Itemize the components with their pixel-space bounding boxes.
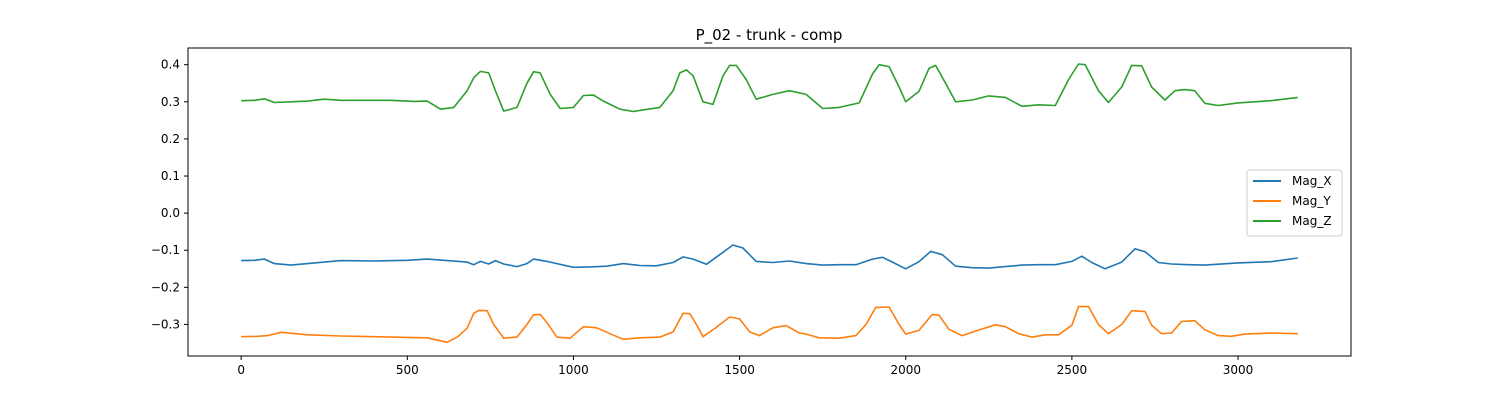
x-axis: 0 500 1000 1500 2000 2500 3000 — [237, 356, 1253, 377]
axes-frame — [187, 47, 1352, 357]
y-tick-label: −0.2 — [151, 280, 180, 294]
series-line-mag-z — [241, 63, 1298, 113]
legend-label: Mag_X — [1292, 174, 1332, 188]
legend: Mag_X Mag_Y Mag_Z — [1246, 169, 1343, 237]
y-tick-label: 0.4 — [161, 58, 180, 72]
chart-title: P_02 - trunk - comp — [696, 26, 843, 45]
x-tick-label: 2500 — [1057, 363, 1088, 377]
x-tick-label: 500 — [396, 363, 419, 377]
x-tick-label: 1500 — [724, 363, 755, 377]
y-axis: −0.3 −0.2 −0.1 0.0 0.1 0.2 0.3 0.4 — [151, 58, 188, 331]
series-line-mag-x — [241, 244, 1298, 270]
y-tick-label: −0.3 — [151, 317, 180, 331]
x-tick-label: 1000 — [558, 363, 589, 377]
y-tick-label: 0.1 — [161, 169, 180, 183]
legend-box — [1246, 169, 1343, 237]
y-tick-label: 0.0 — [161, 206, 180, 220]
x-tick-label: 2000 — [890, 363, 921, 377]
plot-area — [241, 63, 1298, 344]
y-tick-label: −0.1 — [151, 243, 180, 257]
y-tick-label: 0.2 — [161, 132, 180, 146]
x-tick-label: 0 — [237, 363, 245, 377]
legend-label: Mag_Z — [1292, 214, 1332, 228]
x-tick-label: 3000 — [1223, 363, 1254, 377]
y-tick-label: 0.3 — [161, 95, 180, 109]
legend-label: Mag_Y — [1292, 194, 1331, 208]
series-line-mag-y — [241, 305, 1298, 344]
